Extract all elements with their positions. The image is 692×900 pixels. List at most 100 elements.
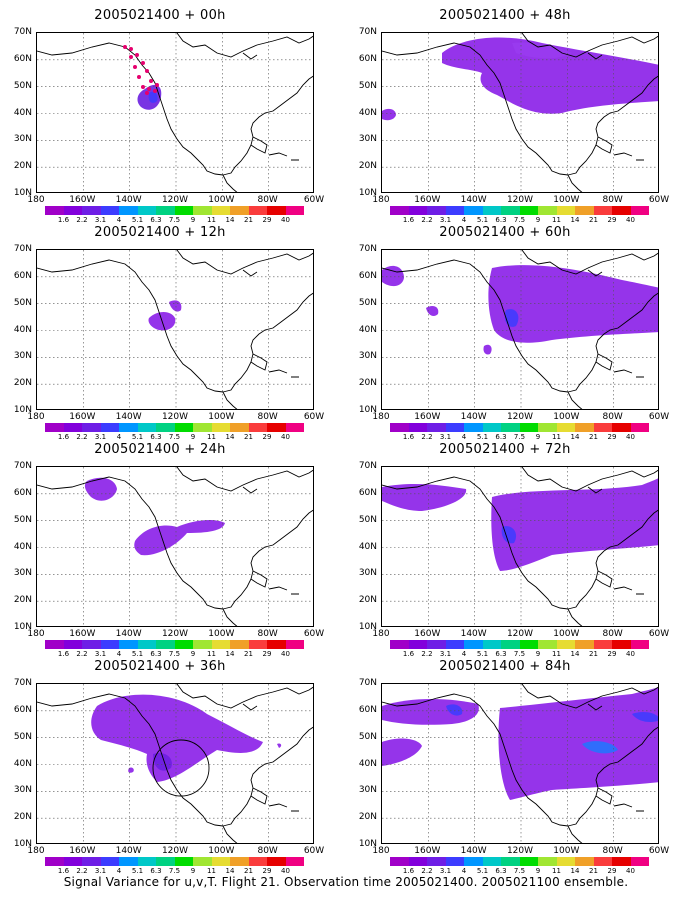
colorbar-swatch xyxy=(464,423,483,432)
colorbar-label: 1.6 xyxy=(57,867,70,875)
colorbar-label: 9 xyxy=(190,433,196,441)
colorbar xyxy=(390,640,649,649)
variance-contour-high xyxy=(501,526,517,544)
lat-label: 20N xyxy=(13,378,32,389)
colorbar-swatch xyxy=(593,640,612,649)
variance-contour xyxy=(442,37,658,114)
coastline xyxy=(595,136,613,154)
lat-label: 40N xyxy=(358,541,377,552)
colorbar-label: 1.6 xyxy=(57,650,70,658)
colorbar-label: 7.5 xyxy=(513,433,526,441)
colorbar-swatch xyxy=(390,206,409,215)
lat-label: 70N xyxy=(358,244,377,254)
lat-label: 10N xyxy=(13,405,32,415)
colorbar-swatch xyxy=(63,857,82,866)
map-panel-60h: 2005021400 + 60h 70N 60N 50N 40N 30N 20N 10N 180… xyxy=(345,225,669,441)
lat-label: 20N xyxy=(358,161,377,172)
colorbar-swatch xyxy=(501,423,520,432)
lon-label: 180 xyxy=(27,629,45,639)
lon-label: 100W xyxy=(208,629,235,639)
colorbar-label: 40 xyxy=(281,650,290,658)
colorbar-label: 11 xyxy=(207,433,216,441)
variance-contour xyxy=(488,265,658,343)
colorbar-label: 29 xyxy=(262,433,272,441)
colorbar-swatch xyxy=(482,423,501,432)
colorbar-label: 21 xyxy=(589,650,598,658)
colorbar-label: 29 xyxy=(607,216,617,224)
colorbar-label: 1.6 xyxy=(402,867,415,875)
lat-label: 60N xyxy=(13,270,32,281)
flight-track-point xyxy=(133,65,137,69)
coastline xyxy=(250,570,268,588)
lon-label: 120W xyxy=(506,195,534,205)
variance-contour xyxy=(91,694,263,782)
lon-label: 120W xyxy=(506,629,534,639)
colorbar-swatch xyxy=(100,857,119,866)
colorbar-swatch xyxy=(630,206,649,215)
colorbar-swatch xyxy=(63,640,82,649)
map-plot xyxy=(36,32,314,193)
colorbar-swatch xyxy=(156,640,175,649)
colorbar-label: 7.5 xyxy=(168,650,181,658)
colorbar-swatch xyxy=(612,423,631,432)
colorbar-label: 9 xyxy=(535,216,541,224)
colorbar-label: 2.2 xyxy=(76,867,88,875)
colorbar-label: 11 xyxy=(207,650,216,658)
coastline xyxy=(587,486,644,595)
colorbar-swatch xyxy=(248,206,267,215)
variance-contour xyxy=(128,767,134,773)
colorbar-swatch xyxy=(119,640,138,649)
panel-title: 2005021400 + 00h xyxy=(94,8,226,23)
colorbar-label: 4 xyxy=(116,216,122,224)
coastline xyxy=(222,174,238,192)
variance-contour xyxy=(84,477,117,501)
colorbar-swatch xyxy=(630,857,649,866)
colorbar-swatch xyxy=(408,423,427,432)
map-plot xyxy=(36,466,314,627)
map-plot xyxy=(381,249,659,410)
coastline xyxy=(37,42,224,176)
colorbar-swatch xyxy=(137,640,156,649)
colorbar-swatch xyxy=(230,640,249,649)
colorbar-swatch xyxy=(519,857,538,866)
colorbar-swatch xyxy=(575,640,594,649)
coastline xyxy=(567,75,658,176)
colorbar-label: 2.2 xyxy=(421,867,433,875)
flight-track-point xyxy=(149,79,153,83)
lat-label: 70N xyxy=(358,27,377,37)
colorbar-swatch xyxy=(211,857,230,866)
lat-label: 50N xyxy=(13,514,32,525)
lon-label: 100W xyxy=(208,412,235,422)
colorbar xyxy=(390,206,649,215)
colorbar-swatch xyxy=(45,640,64,649)
lon-label: 160W xyxy=(414,629,441,639)
lon-label: 140W xyxy=(460,412,487,422)
colorbar-swatch xyxy=(119,857,138,866)
colorbar xyxy=(45,206,304,215)
colorbar-swatch xyxy=(100,423,119,432)
coastline xyxy=(567,825,583,843)
lat-label: 50N xyxy=(13,731,32,742)
coastline xyxy=(382,42,569,176)
lat-label: 50N xyxy=(13,297,32,308)
lon-label: 60W xyxy=(648,846,670,856)
colorbar-label: 6.3 xyxy=(495,216,507,224)
colorbar-label: 40 xyxy=(626,216,635,224)
colorbar-label: 4 xyxy=(461,216,467,224)
map-plot xyxy=(381,466,659,627)
colorbar-swatch xyxy=(137,423,156,432)
colorbar-swatch xyxy=(575,423,594,432)
colorbar-label: 6.3 xyxy=(150,433,162,441)
variance-contour xyxy=(134,520,225,556)
colorbar-swatch xyxy=(267,206,286,215)
variance-contour xyxy=(382,483,467,511)
colorbar-swatch xyxy=(445,423,464,432)
colorbar-swatch xyxy=(445,640,464,649)
colorbar-label: 29 xyxy=(262,867,272,875)
colorbar-label: 6.3 xyxy=(150,216,162,224)
map-panel-36h: 2005021400 + 36h 70N 60N 50N 40N 30N 20N 10N 180… xyxy=(0,659,324,875)
flight-track-point xyxy=(129,55,133,59)
colorbar-swatch xyxy=(45,206,64,215)
colorbar-swatch xyxy=(538,640,557,649)
colorbar-label: 40 xyxy=(281,867,290,875)
